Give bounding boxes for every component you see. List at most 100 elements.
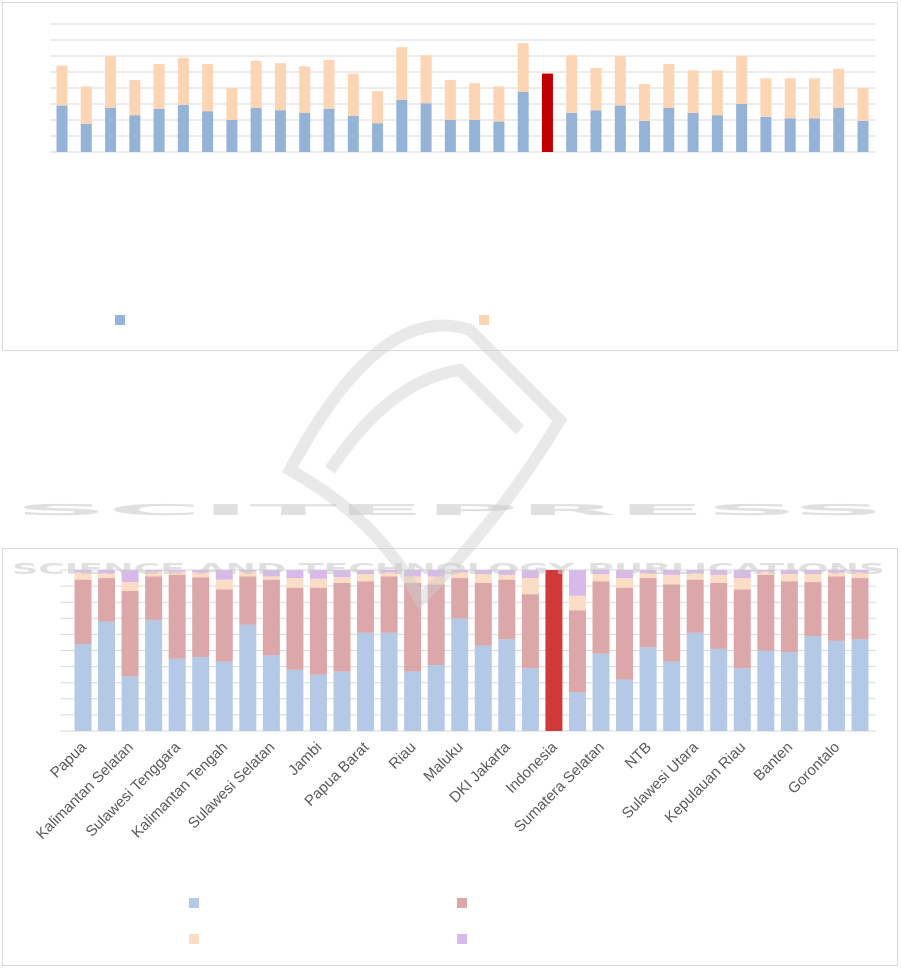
bar-segment xyxy=(192,572,210,578)
bar-segment xyxy=(710,570,728,575)
bar-segment xyxy=(357,574,375,582)
bar-segment xyxy=(192,570,210,573)
bar-segment xyxy=(56,65,68,106)
bar-segment xyxy=(74,570,92,573)
bar-segment xyxy=(239,624,257,731)
bar-segment xyxy=(192,577,210,657)
watermark: SCITEPRESS SCIENCE AND TECHNOLOGY PUBLIC… xyxy=(12,319,885,611)
bar-segment xyxy=(145,570,163,572)
bar-segment xyxy=(420,55,432,104)
bar-segment xyxy=(521,594,539,669)
bar-segment xyxy=(784,78,796,119)
bar-segment xyxy=(851,570,869,573)
bar-segment xyxy=(851,639,869,731)
bar-segment xyxy=(780,574,798,582)
bar-segment xyxy=(105,108,117,152)
bar-segment xyxy=(568,570,586,596)
bar-segment xyxy=(239,576,257,625)
bar-segment xyxy=(121,676,139,731)
bar-segment xyxy=(286,578,304,588)
bar-segment xyxy=(380,572,398,577)
bar-segment xyxy=(639,120,651,152)
bar-segment xyxy=(274,63,286,111)
bar-segment xyxy=(309,570,327,579)
bar-segment xyxy=(568,595,586,611)
bar-segment xyxy=(568,692,586,731)
bar-segment xyxy=(808,78,820,119)
bar-segment xyxy=(323,108,335,152)
bar-segment xyxy=(498,579,516,640)
bar-segment xyxy=(498,639,516,731)
bar-segment xyxy=(757,650,775,731)
bar-segment xyxy=(663,108,675,152)
bar-segment xyxy=(274,110,286,152)
bar-segment xyxy=(427,584,445,665)
bar-segment xyxy=(614,56,626,106)
bar-segment xyxy=(323,60,335,109)
bar-segment xyxy=(639,573,657,579)
bar-segment xyxy=(804,636,822,731)
bar-segment xyxy=(145,576,163,620)
bar-segment xyxy=(498,574,516,580)
bar-segment xyxy=(286,587,304,670)
bar-segment xyxy=(427,570,445,577)
bar-segment xyxy=(780,570,798,575)
bar-segment xyxy=(74,644,92,731)
bar-segment xyxy=(80,124,92,152)
bar-segment xyxy=(333,570,351,578)
bar-segment xyxy=(736,56,748,104)
bar-segment xyxy=(215,570,233,580)
bar-segment xyxy=(827,570,845,573)
bar-segment xyxy=(239,570,257,572)
bar-segment xyxy=(333,577,351,583)
legend-swatch xyxy=(457,898,467,908)
bar-segment xyxy=(566,55,578,113)
bar-segment xyxy=(663,584,681,662)
bar-segment xyxy=(736,104,748,152)
bar-segment xyxy=(686,632,704,731)
bar-segment xyxy=(711,115,723,152)
bar-segment xyxy=(733,589,751,669)
bar-segment xyxy=(568,610,586,693)
bar-segment xyxy=(98,573,116,579)
bar-segment xyxy=(239,571,257,577)
bar-segment xyxy=(663,574,681,585)
bar-segment xyxy=(590,68,602,111)
bar-segment xyxy=(121,570,139,583)
bar-segment xyxy=(427,576,445,585)
bar-segment xyxy=(262,570,280,577)
bar-segment xyxy=(347,73,359,116)
bar-segment xyxy=(474,645,492,731)
bar-segment xyxy=(616,570,634,579)
bar-segment xyxy=(357,581,375,633)
bar-segment xyxy=(833,108,845,152)
bar-segment xyxy=(380,570,398,573)
bar-segment xyxy=(357,632,375,731)
bar-segment xyxy=(474,582,492,646)
bar-segment xyxy=(686,573,704,580)
bar-segment xyxy=(804,570,822,575)
bar-segment xyxy=(757,571,775,575)
bar-segment xyxy=(262,579,280,656)
bar-segment xyxy=(372,91,384,124)
bar-segment xyxy=(451,570,469,573)
bar-segment xyxy=(639,578,657,648)
bar-segment xyxy=(827,572,845,577)
bar-segment xyxy=(592,653,610,731)
bar-segment xyxy=(404,671,422,731)
bar-segment xyxy=(687,70,699,113)
bar-segment xyxy=(380,576,398,633)
bar-segment xyxy=(333,582,351,672)
bar-segment xyxy=(250,60,262,108)
bar-segment xyxy=(153,64,165,109)
bar-segment xyxy=(129,80,141,116)
bar-segment xyxy=(168,658,186,731)
bar-segment xyxy=(474,574,492,583)
bar-segment xyxy=(469,120,481,152)
bar-segment xyxy=(757,570,775,572)
bar-segment xyxy=(168,574,186,659)
watermark-subtext: SCIENCE AND TECHNOLOGY PUBLICATIONS xyxy=(12,560,885,578)
bar-segment xyxy=(98,578,116,622)
bar-segment xyxy=(226,120,238,152)
